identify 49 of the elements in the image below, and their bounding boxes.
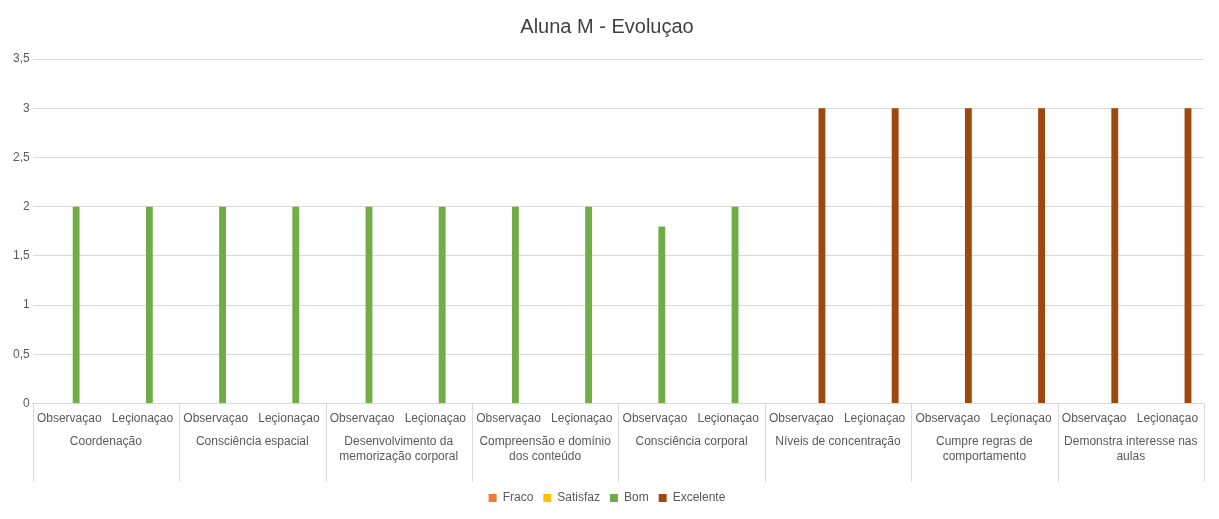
x-tick-label: Observaçao [1061, 411, 1127, 426]
text: Demonstra interesse nas aulas [1064, 433, 1198, 463]
y-tick-label: 2 [22, 199, 30, 213]
bar [292, 206, 300, 404]
y-tick-label: 2,5 [12, 149, 30, 164]
y-tick-label: 0,5 [12, 346, 30, 361]
bar [585, 206, 593, 404]
text: Compreensão e domínio dos conteúdo [479, 433, 612, 463]
y-tick-label: 1 [22, 297, 30, 312]
x-tick-label: Observaçao [476, 411, 542, 426]
x-tick-label: Observaçao [183, 411, 249, 426]
y-tick-label: 3,5 [12, 51, 30, 66]
x-tick-label: Observaçao [769, 411, 835, 426]
x-tick-label: Leçionaçao [551, 411, 613, 426]
x-tick-label: Leçionaçao [258, 411, 320, 426]
text: Coordenação [69, 433, 143, 448]
bar [1111, 108, 1119, 404]
x-tick-label: Leçionaçao [843, 411, 906, 426]
x-tick-label: Observaçao [915, 411, 981, 426]
text: Níveis de concentração [775, 433, 901, 448]
bar [145, 206, 153, 404]
chart-title: Aluna M - Evoluçao [520, 14, 694, 37]
text: Consciência espacial [195, 433, 309, 448]
x-tick-label: Leçionaçao [111, 411, 174, 426]
x-tick-label: Leçionaçao [404, 411, 467, 426]
bar [219, 206, 226, 404]
y-tick-label: 1,5 [12, 248, 30, 263]
bar [658, 226, 666, 404]
y-tick-label: 3 [22, 100, 30, 115]
bar [891, 108, 899, 404]
legend-label: Excelente [672, 490, 726, 505]
bar [1038, 108, 1045, 404]
bar [438, 206, 446, 404]
x-tick-label: Observaçao [622, 411, 688, 426]
x-tick-label: Leçionaçao [990, 411, 1052, 426]
y-tick-label: 0 [22, 395, 30, 410]
text: Desenvolvimento da memorização corporal [339, 433, 459, 463]
legend-label: Bom [623, 490, 649, 505]
x-tick-label: Leçionaçao [697, 411, 760, 426]
x-tick-label: Observaçao [329, 411, 395, 426]
text: Cumpre regras de comportamento [936, 433, 1034, 463]
x-tick-label: Observaçao [36, 411, 102, 426]
text: Consciência corporal [635, 433, 748, 448]
bar [511, 206, 519, 404]
x-tick-label: Leçionaçao [1136, 411, 1199, 426]
legend-label: Fraco [502, 490, 534, 505]
bar [72, 206, 80, 404]
legend-label: Satisfaz [557, 490, 600, 505]
bar [964, 108, 972, 404]
